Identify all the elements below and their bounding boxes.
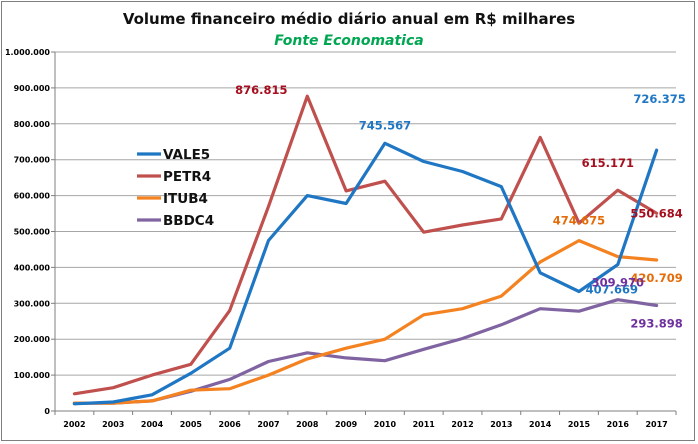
x-tick-label: 2017: [645, 420, 667, 429]
legend-label-bbdc4: BBDC4: [163, 213, 214, 229]
y-tick-label: 1.000.000: [5, 48, 50, 57]
x-tick-label: 2009: [335, 420, 358, 429]
legend-label-vale5: VALE5: [163, 147, 210, 163]
data-labels: 745.567 407.669 726.375 876.815 615.171 550.6…: [235, 83, 686, 330]
x-tick-label: 2006: [219, 420, 242, 429]
y-tick-label: 300.000: [14, 299, 51, 308]
data-label-vale5: 407.669: [586, 283, 638, 297]
chart-subtitle: Fonte Economatica: [274, 33, 424, 49]
axes: [51, 51, 677, 415]
y-tick-label: 0: [44, 407, 50, 416]
legend: VALE5 PETR4 ITUB4 BBDC4: [137, 147, 214, 229]
x-tick-label: 2011: [413, 420, 436, 429]
series-line-petr4: [72, 94, 659, 396]
data-label-vale5: 726.375: [633, 92, 685, 106]
y-tick-label: 800.000: [14, 120, 51, 129]
data-label-petr4: 615.171: [582, 156, 634, 170]
x-tick-labels: 2002 2003 2004 2005 2006 2007 2008 2009 2010 2011…: [63, 420, 667, 429]
legend-label-itub4: ITUB4: [163, 191, 208, 207]
x-tick-label: 2004: [141, 420, 164, 429]
series-line-vale5: [72, 141, 659, 406]
data-label-petr4: 550.684: [630, 206, 682, 220]
legend-label-petr4: PETR4: [163, 169, 211, 185]
x-tick-label: 2003: [102, 420, 124, 429]
y-tick-label: 900.000: [14, 84, 51, 93]
series-line-itub4: [72, 239, 659, 405]
y-tick-label: 200.000: [14, 335, 51, 344]
x-tick-label: 2010: [374, 420, 397, 429]
chart-title: Volume financeiro médio diário anual em …: [122, 10, 576, 28]
data-label-itub4: 474.675: [553, 214, 605, 228]
series-lines: [72, 94, 659, 406]
y-tick-label: 700.000: [14, 156, 51, 165]
data-label-bbdc4: 309.970: [592, 276, 644, 290]
y-tick-label: 500.000: [14, 228, 51, 237]
y-tick-label: 400.000: [14, 263, 51, 272]
y-tick-label: 600.000: [14, 192, 51, 201]
data-label-vale5: 745.567: [359, 118, 411, 132]
x-tick-label: 2002: [63, 420, 85, 429]
x-tick-label: 2015: [568, 420, 591, 429]
data-label-bbdc4: 293.898: [630, 316, 682, 330]
gridlines: [55, 51, 676, 376]
x-tick-label: 2016: [607, 420, 630, 429]
data-label-petr4: 876.815: [235, 83, 287, 97]
y-tick-label: 100.000: [14, 371, 51, 380]
x-tick-label: 2013: [490, 420, 512, 429]
y-tick-labels: 0 100.000 200.000 300.000 400.000 500.000 600.…: [5, 48, 50, 416]
data-label-itub4: 420.709: [630, 271, 682, 285]
x-tick-label: 2007: [257, 420, 279, 429]
x-tick-label: 2008: [296, 420, 319, 429]
x-tick-label: 2012: [451, 420, 473, 429]
x-tick-label: 2014: [529, 420, 552, 429]
x-tick-label: 2005: [180, 420, 203, 429]
